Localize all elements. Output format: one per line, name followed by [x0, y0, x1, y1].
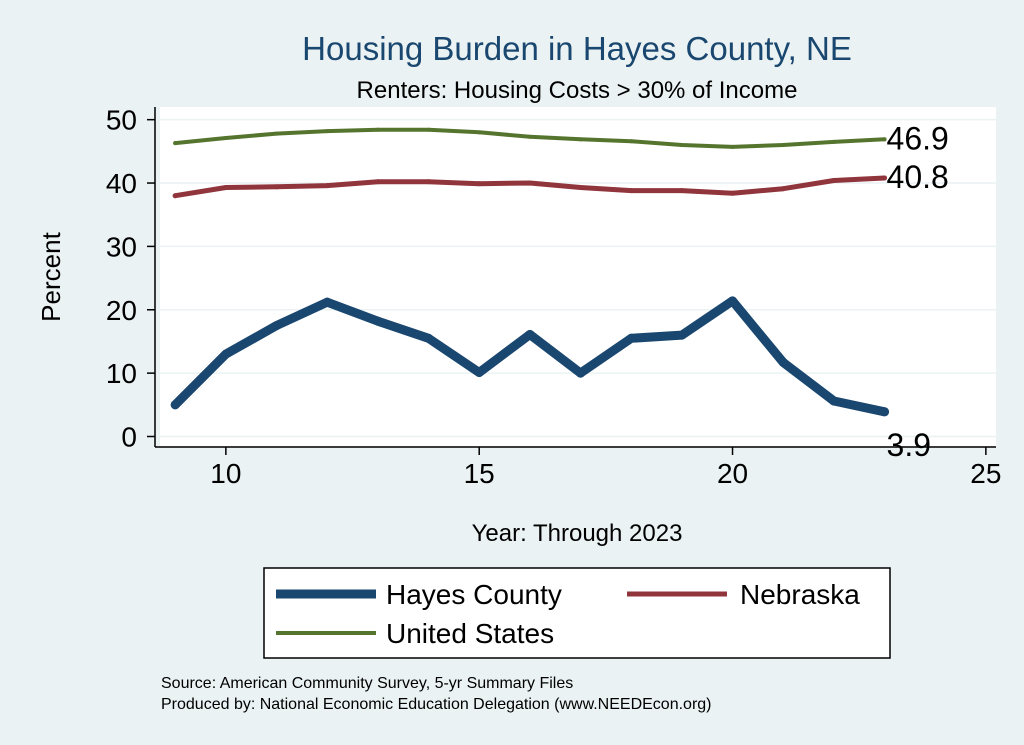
x-tick-label: 25 [970, 458, 1001, 489]
data-point-united-states [223, 136, 228, 141]
source-note: Source: American Community Survey, 5-yr … [161, 675, 573, 692]
data-point-united-states [527, 134, 532, 139]
data-point-nebraska [476, 181, 482, 187]
x-tick-label: 10 [210, 458, 241, 489]
data-point-hayes-county [322, 297, 332, 307]
data-point-united-states [629, 139, 634, 144]
data-point-nebraska [527, 180, 533, 186]
chart-subtitle: Renters: Housing Costs > 30% of Income [357, 77, 798, 104]
data-point-united-states [173, 141, 178, 146]
data-point-nebraska [172, 193, 178, 199]
data-point-nebraska [426, 179, 432, 185]
y-tick-label: 40 [106, 168, 137, 199]
series-lines [170, 127, 890, 417]
y-tick-label: 10 [106, 358, 137, 389]
y-tick-label: 0 [121, 421, 137, 452]
y-tick-label: 20 [106, 295, 137, 326]
data-point-hayes-county [221, 349, 231, 359]
data-point-united-states [477, 130, 482, 135]
data-point-united-states [325, 129, 330, 134]
end-label-nebraska: 40.8 [887, 159, 949, 195]
y-axis-ticks: 0 10 20 30 40 50 [106, 105, 155, 452]
data-point-nebraska [274, 184, 280, 190]
data-point-united-states [781, 143, 786, 148]
data-point-nebraska [882, 175, 888, 181]
data-point-hayes-county [272, 321, 282, 331]
data-point-united-states [679, 143, 684, 148]
y-tick-label: 30 [106, 231, 137, 262]
end-label-united-states: 46.9 [887, 120, 949, 156]
data-point-hayes-county [576, 368, 586, 378]
data-point-hayes-county [424, 333, 434, 343]
data-point-united-states [882, 137, 887, 142]
data-point-hayes-county [170, 400, 180, 410]
data-point-nebraska [375, 179, 381, 185]
legend-label-hayes-county: Hayes County [386, 579, 562, 610]
end-labels: 46.940.8 3.9 [887, 120, 949, 462]
data-point-hayes-county [728, 296, 738, 306]
data-point-hayes-county [880, 407, 890, 417]
data-point-hayes-county [474, 367, 484, 377]
legend-label-nebraska: Nebraska [740, 579, 860, 610]
data-point-hayes-county [778, 357, 788, 367]
data-point-united-states [578, 137, 583, 142]
data-point-united-states [730, 144, 735, 149]
data-point-hayes-county [373, 316, 383, 326]
data-point-nebraska [223, 184, 229, 190]
data-point-nebraska [679, 188, 685, 194]
data-point-nebraska [324, 183, 330, 189]
data-point-hayes-county [525, 329, 535, 339]
y-tick-label: 50 [106, 105, 137, 136]
data-point-united-states [426, 127, 431, 132]
data-point-nebraska [730, 190, 736, 196]
y-axis-label: Percent [36, 231, 66, 321]
legend-box [263, 567, 891, 659]
legend: Hayes County Nebraska United States [263, 567, 891, 659]
data-point-united-states [831, 139, 836, 144]
data-point-nebraska [628, 188, 634, 194]
chart-title: Housing Burden in Hayes County, NE [302, 30, 852, 67]
data-point-nebraska [578, 184, 584, 190]
end-label-hayes-county: 3.9 [887, 427, 931, 463]
x-tick-label: 20 [717, 458, 748, 489]
x-axis-label: Year: Through 2023 [472, 520, 683, 547]
data-point-hayes-county [626, 333, 636, 343]
data-point-united-states [375, 127, 380, 132]
data-point-hayes-county [829, 396, 839, 406]
plot-area [160, 107, 996, 446]
legend-label-united-states: United States [386, 618, 554, 649]
data-point-hayes-county [677, 330, 687, 340]
data-point-nebraska [780, 186, 786, 192]
data-point-nebraska [831, 178, 837, 184]
x-axis-ticks: 10 15 20 25 [210, 447, 1001, 489]
x-tick-label: 15 [464, 458, 495, 489]
data-point-united-states [274, 131, 279, 136]
producer-note: Produced by: National Economic Education… [161, 696, 712, 713]
